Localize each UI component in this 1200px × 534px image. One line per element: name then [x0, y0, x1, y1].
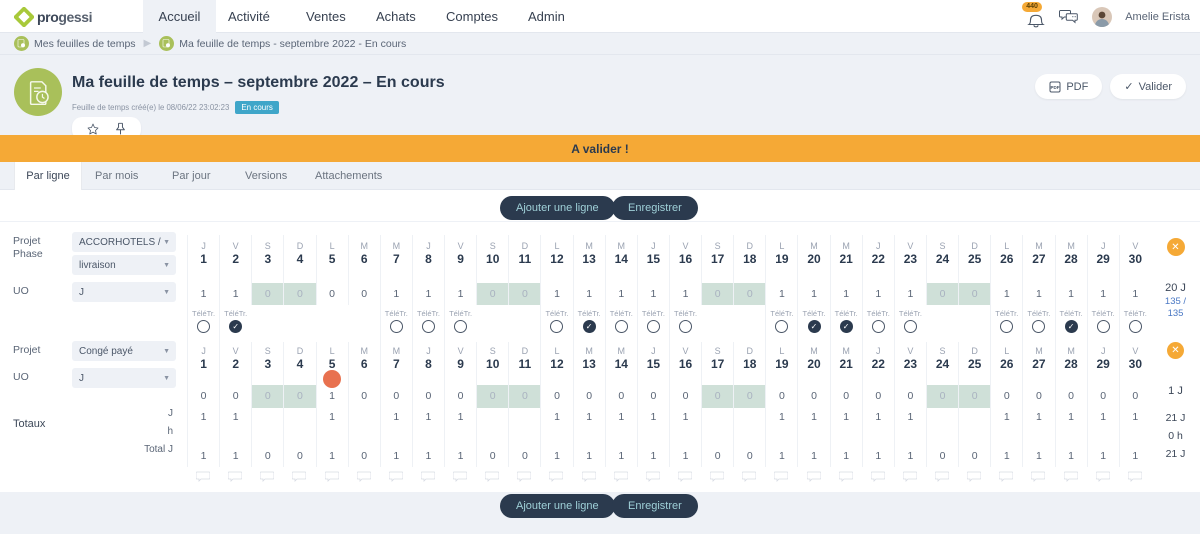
svg-text:PDF: PDF: [1051, 85, 1060, 90]
